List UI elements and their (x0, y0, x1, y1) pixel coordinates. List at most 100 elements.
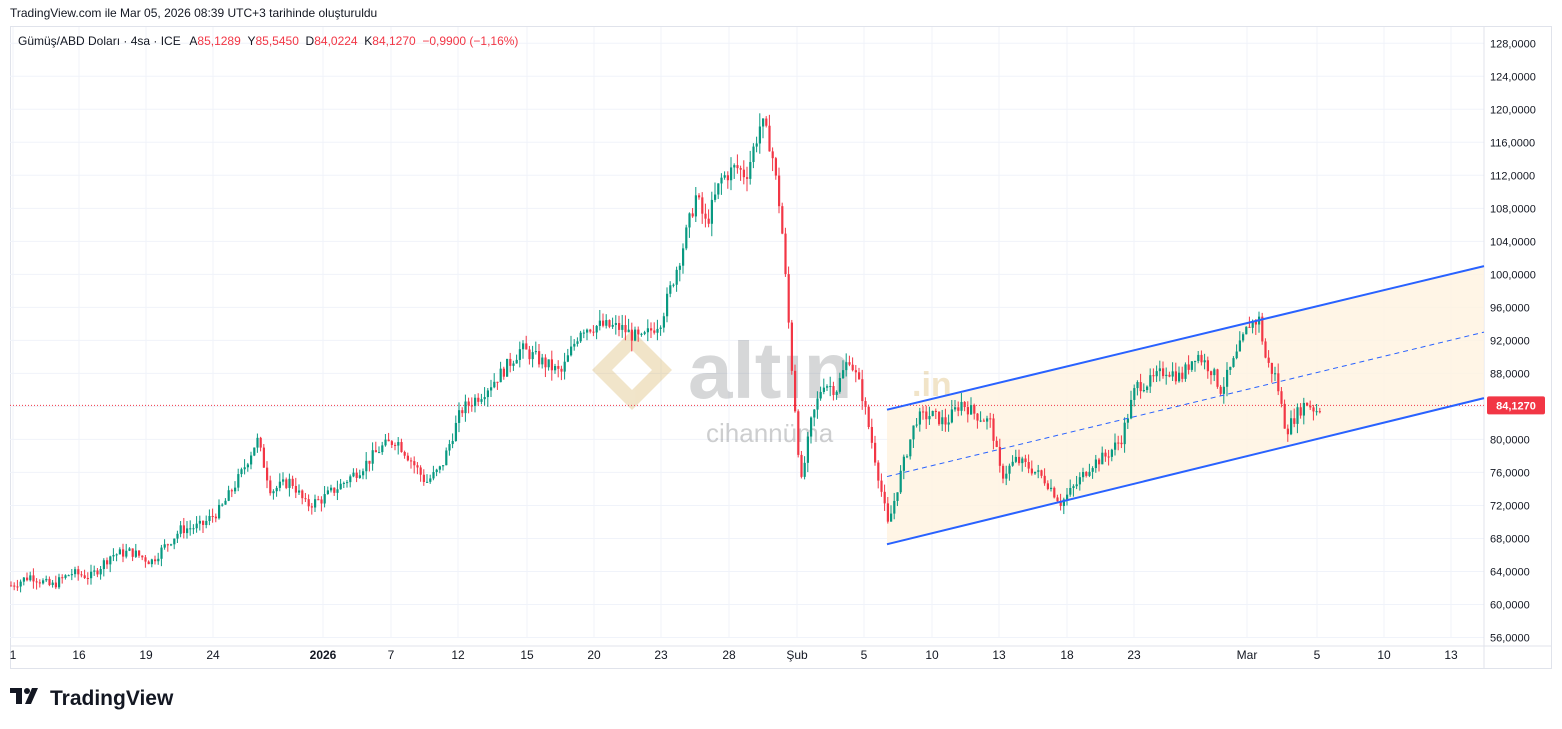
candle-body (534, 351, 537, 353)
high-value: 85,5450 (255, 34, 299, 48)
candle-body (1056, 497, 1059, 502)
candle-body (182, 525, 185, 534)
candle-body (1274, 373, 1277, 375)
candle-body (336, 489, 339, 493)
candle-body (160, 547, 163, 559)
y-tick-label: 72,0000 (1490, 500, 1530, 512)
candle-body (618, 323, 621, 330)
candle-body (934, 410, 937, 412)
candle-body (874, 442, 877, 463)
candle-body (205, 520, 208, 526)
candle-body (227, 490, 230, 501)
candle-body (1120, 442, 1123, 445)
x-tick-label: 16 (72, 648, 86, 662)
candle-body (198, 520, 201, 524)
candle-body (230, 490, 233, 492)
candle-body (1203, 360, 1206, 363)
candle-body (726, 175, 729, 181)
y-tick-label: 100,0000 (1490, 269, 1536, 281)
candle-body (1277, 373, 1280, 392)
candle-body (1248, 326, 1251, 328)
candle-body (851, 364, 854, 371)
candle-body (458, 410, 461, 423)
open-value: 85,1289 (197, 34, 241, 48)
y-tick-label: 116,0000 (1490, 137, 1535, 149)
candle-body (1229, 366, 1232, 370)
candle-body (326, 490, 329, 495)
candle-body (202, 520, 205, 526)
x-tick-label: Şub (786, 648, 808, 662)
x-tick-label: 10 (1377, 648, 1391, 662)
symbol-label[interactable]: Gümüş/ABD Doları · 4sa · ICE (18, 34, 181, 48)
candle-body (931, 410, 934, 417)
last-price-label: 84,1270 (1496, 400, 1536, 412)
tradingview-logo-icon (10, 686, 44, 712)
y-tick-label: 124,0000 (1490, 71, 1536, 83)
candle-body (333, 487, 336, 493)
candle-body (106, 560, 109, 565)
candle-body (240, 469, 243, 475)
candle-body (496, 381, 499, 383)
candle-body (730, 167, 733, 181)
candle-body (250, 455, 253, 465)
candle-body (941, 417, 944, 425)
candle-body (1238, 340, 1241, 352)
candle-body (653, 330, 656, 333)
candle-body (1136, 382, 1139, 389)
candle-body (419, 467, 422, 475)
candle-body (1002, 465, 1005, 479)
candle-body (1142, 389, 1145, 392)
candle-body (234, 487, 237, 492)
x-tick-label: 7 (388, 648, 395, 662)
close-value: 84,1270 (372, 34, 416, 48)
candle-body (86, 578, 89, 580)
candle-body (938, 411, 941, 425)
candle-body (1024, 458, 1027, 463)
candle-body (381, 445, 384, 453)
x-tick-label: 23 (1127, 648, 1141, 662)
x-tick-label: Mar (1237, 648, 1258, 662)
candle-body (906, 456, 909, 458)
candle-body (320, 499, 323, 504)
x-tick-label: 19 (139, 648, 153, 662)
candle-body (1245, 326, 1248, 335)
candle-body (1270, 362, 1273, 374)
candle-body (915, 424, 918, 426)
chart-frame[interactable] (10, 26, 1552, 669)
watermark-sub: cihannüma (706, 418, 834, 448)
candle-body (896, 492, 899, 501)
candle-body (1171, 371, 1174, 377)
candle-body (493, 381, 496, 388)
candle-body (723, 175, 726, 178)
candle-body (214, 516, 217, 519)
candle-body (544, 357, 547, 368)
y-tick-label: 96,0000 (1490, 302, 1530, 314)
candle-body (947, 422, 950, 425)
candle-body (886, 503, 889, 522)
candle-body (1037, 470, 1040, 472)
candle-body (784, 233, 787, 275)
candle-body (19, 581, 22, 587)
tradingview-brand[interactable]: TradingView (10, 686, 173, 712)
candle-body (170, 544, 173, 546)
candle-body (854, 370, 857, 373)
candle-body (1216, 369, 1219, 387)
candle-body (554, 366, 557, 371)
candle-body (512, 363, 515, 366)
candle-body (1264, 341, 1267, 358)
candle-body (806, 436, 809, 463)
candle-body (285, 479, 288, 488)
candle-body (944, 417, 947, 425)
candle-body (646, 328, 649, 333)
candle-body (406, 455, 409, 461)
candle-body (1069, 487, 1072, 495)
candle-body (1190, 361, 1193, 370)
ohlc-legend: Gümüş/ABD Doları · 4sa · ICE A85,1289 Y8… (18, 34, 518, 48)
candle-body (624, 325, 627, 333)
candle-body (77, 569, 80, 575)
candle-body (1075, 484, 1078, 487)
candle-body (992, 418, 995, 441)
candle-body (707, 218, 710, 224)
candle-body (662, 316, 665, 328)
